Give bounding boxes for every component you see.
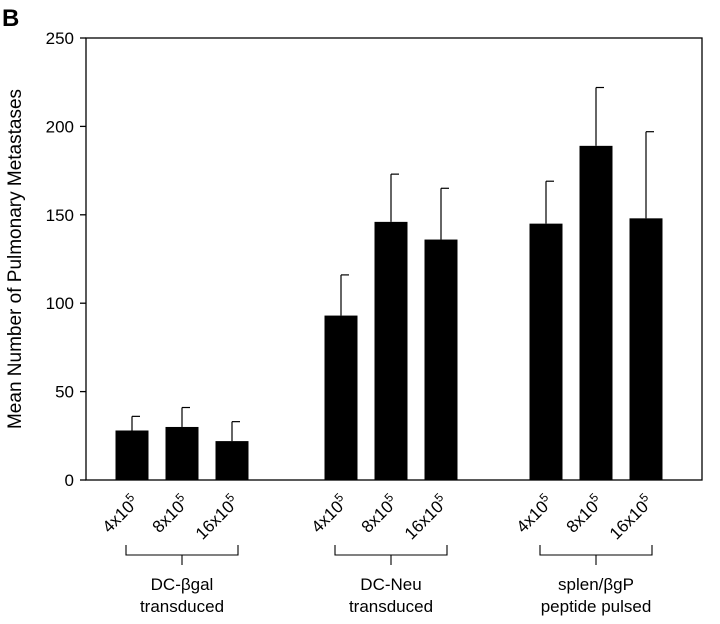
group-label-3-line-2: peptide pulsed bbox=[541, 597, 652, 616]
x-tick-label-g3-3: 16x105 bbox=[604, 490, 657, 543]
x-tick-label-g3-2: 8x105 bbox=[560, 490, 607, 537]
bar-g2-3 bbox=[424, 239, 458, 480]
group-bracket-2 bbox=[334, 545, 448, 556]
bar-g2-2 bbox=[374, 221, 408, 480]
group-label-1-line-1: DC-βgal bbox=[151, 575, 214, 594]
y-tick-label-200: 200 bbox=[46, 117, 74, 136]
group-bracket-1 bbox=[125, 545, 239, 556]
y-tick-label-150: 150 bbox=[46, 206, 74, 225]
group-bracket-3 bbox=[539, 545, 653, 556]
x-tick-labels: 4x105 8x105 16x105 4x105 8x105 16x105 4x105 8x1… bbox=[96, 490, 657, 543]
y-axis-label: Mean Number of Pulmonary Metastases bbox=[5, 89, 26, 429]
x-tick-label-g1-2: 8x105 bbox=[146, 490, 193, 537]
group-label-2-line-2: transduced bbox=[349, 597, 433, 616]
x-tick-label-g2-1: 4x105 bbox=[305, 490, 352, 537]
bar-g3-2 bbox=[579, 145, 613, 480]
bar-g2-1 bbox=[324, 315, 358, 480]
x-tick-label-g1-3: 16x105 bbox=[190, 490, 243, 543]
x-tick-label-g3-1: 4x105 bbox=[510, 490, 557, 537]
group-label-3-line-1: splen/βgP bbox=[558, 575, 634, 594]
panel-label: B bbox=[2, 5, 19, 32]
y-tick-label-250: 250 bbox=[46, 29, 74, 48]
bar-g3-1 bbox=[529, 223, 563, 480]
group-label-2-line-1: DC-Neu bbox=[360, 575, 421, 594]
y-tick-label-0: 0 bbox=[65, 471, 74, 490]
group-label-1-line-2: transduced bbox=[140, 597, 224, 616]
group-brackets: DC-βgal transduced DC-Neu transduced splen/β… bbox=[125, 545, 653, 616]
y-axis: 0 50 100 150 200 250 bbox=[46, 29, 86, 490]
x-tick-label-g2-3: 16x105 bbox=[399, 490, 452, 543]
bars-layer bbox=[115, 86, 663, 480]
y-tick-label-50: 50 bbox=[55, 383, 74, 402]
bar-g3-3 bbox=[629, 218, 663, 480]
bar-g1-3 bbox=[215, 441, 249, 480]
x-tick-label-g2-2: 8x105 bbox=[355, 490, 402, 537]
y-tick-label-100: 100 bbox=[46, 294, 74, 313]
bar-g1-2 bbox=[165, 426, 199, 480]
bar-g1-1 bbox=[115, 430, 149, 480]
x-tick-label-g1-1: 4x105 bbox=[96, 490, 143, 537]
